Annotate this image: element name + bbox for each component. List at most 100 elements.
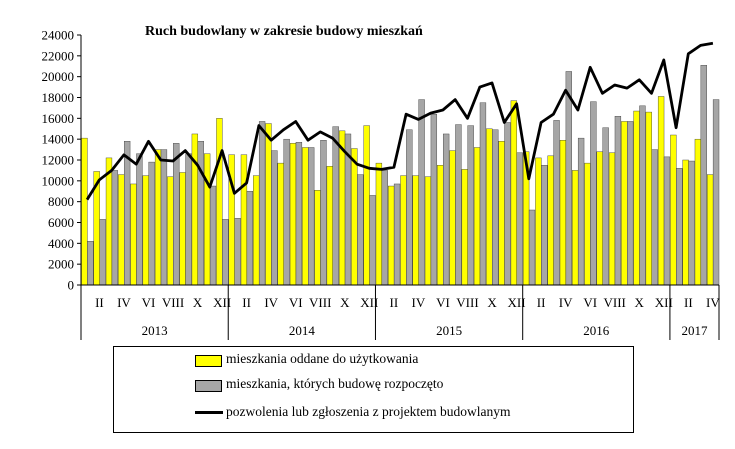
y-tick-label: 0	[68, 278, 75, 293]
y-tick-label: 6000	[48, 215, 74, 230]
bar-started	[700, 65, 707, 286]
x-tick-label: XII	[213, 295, 231, 310]
bar-completed	[351, 148, 358, 286]
bar-started	[234, 218, 241, 286]
bar-started	[160, 149, 168, 286]
bar-completed	[596, 151, 603, 286]
x-tick-label: IV	[117, 295, 131, 310]
legend-label-completed: mieszkania oddane do użytkowania	[226, 351, 419, 366]
bar-completed	[657, 96, 665, 286]
bar-completed	[608, 152, 616, 286]
bar-completed	[277, 162, 284, 286]
x-tick-label: IV	[559, 295, 573, 310]
bar-completed	[142, 175, 149, 286]
bar-completed	[375, 162, 383, 286]
y-tick-label: 10000	[42, 173, 75, 188]
bar-completed	[707, 174, 714, 286]
bar-completed	[191, 133, 199, 286]
bar-started	[504, 122, 511, 286]
x-tick-label: XII	[360, 295, 378, 310]
bar-completed	[694, 138, 702, 286]
bar-completed	[498, 141, 505, 286]
bar-started	[516, 152, 523, 286]
bar-started	[381, 170, 388, 286]
x-tick-label: II	[390, 295, 399, 310]
x-tick-label: VI	[436, 295, 450, 310]
x-tick-label: IV	[706, 295, 720, 310]
bar-started	[320, 140, 327, 286]
y-tick-label: 24000	[42, 28, 75, 43]
bar-completed	[535, 157, 542, 286]
bar-started	[639, 105, 646, 286]
bar-completed	[167, 176, 174, 286]
bar-completed	[105, 157, 113, 286]
bar-completed	[203, 153, 211, 286]
bar-started	[246, 191, 253, 286]
bar-started	[283, 138, 290, 286]
legend-line-permits	[195, 411, 223, 414]
year-label: 2013	[142, 323, 168, 338]
bars	[81, 65, 720, 286]
bar-started	[123, 141, 131, 286]
bar-started	[332, 126, 339, 286]
bar-started	[393, 183, 401, 286]
bar-completed	[473, 147, 481, 286]
bar-completed	[388, 185, 395, 286]
bar-completed	[253, 175, 260, 286]
bar-started	[688, 160, 695, 286]
bar-completed	[400, 175, 407, 286]
permits-line	[85, 41, 714, 201]
bar-completed	[486, 128, 493, 286]
bar-started	[136, 153, 143, 286]
bar-started	[614, 116, 622, 286]
bar-started	[148, 161, 155, 286]
x-tick-label: VI	[583, 295, 597, 310]
bar-completed	[682, 159, 689, 286]
bar-started	[197, 141, 204, 286]
bar-started	[663, 156, 671, 286]
bar-started	[308, 147, 315, 286]
y-tick-label: 8000	[48, 194, 74, 209]
bar-started	[185, 153, 192, 286]
bar-completed	[437, 165, 444, 286]
bar-started	[442, 133, 450, 286]
bar-completed	[510, 100, 518, 286]
bar-completed	[289, 143, 297, 286]
y-tick-label: 12000	[42, 153, 75, 168]
bar-completed	[81, 137, 88, 286]
bar-completed	[338, 130, 346, 286]
legend-swatch-started	[195, 380, 222, 392]
x-tick-label: X	[193, 295, 203, 310]
bar-completed	[572, 170, 579, 286]
legend-swatch-completed	[195, 355, 222, 367]
bar-started	[406, 129, 413, 286]
y-tick-label: 18000	[42, 90, 75, 105]
x-tick-label: XII	[655, 295, 673, 310]
x-tick-label: IV	[412, 295, 426, 310]
x-tick-label: VI	[289, 295, 303, 310]
legend-label-started: mieszkania, których budowę rozpoczęto	[226, 376, 444, 391]
x-tick-label: VIII	[604, 295, 626, 310]
bar-started	[627, 121, 634, 286]
bar-started	[258, 121, 266, 286]
bar-completed	[412, 175, 419, 286]
legend: mieszkania oddane do użytkowania mieszka…	[113, 346, 634, 433]
bar-started	[467, 125, 474, 286]
bar-completed	[670, 134, 677, 286]
bar-started	[369, 195, 376, 286]
bar-started	[492, 129, 499, 286]
y-tick-label: 22000	[42, 48, 75, 63]
x-tick-label: X	[635, 295, 645, 310]
bar-completed	[547, 155, 554, 286]
legend-label-permits: pozwolenia lub zgłoszenia z projektem bu…	[226, 404, 511, 419]
x-tick-label: X	[340, 295, 350, 310]
bar-completed	[621, 121, 628, 286]
x-tick-label: VIII	[456, 295, 478, 310]
x-tick-label: II	[95, 295, 104, 310]
bar-completed	[130, 183, 137, 286]
bar-started	[222, 219, 229, 286]
bar-completed	[154, 149, 162, 286]
year-label: 2014	[289, 323, 316, 338]
bar-started	[87, 241, 94, 286]
